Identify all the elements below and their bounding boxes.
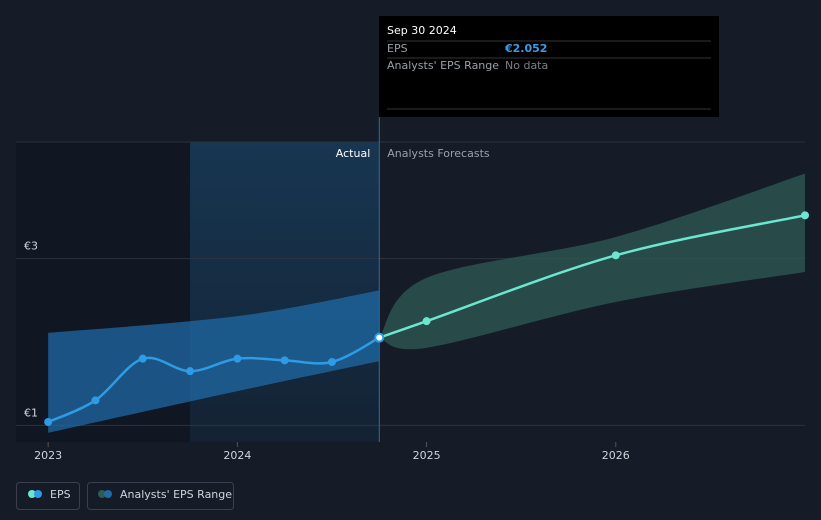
x-tick-label: 2026 xyxy=(602,449,630,462)
tooltip-value: €2.052 xyxy=(504,42,547,55)
legend-item[interactable] xyxy=(87,482,234,510)
y-tick-label: €3 xyxy=(24,240,38,253)
range-band xyxy=(48,290,380,433)
eps-point xyxy=(374,332,385,343)
annotation: Analysts Forecasts xyxy=(387,147,490,160)
legend-label: EPS xyxy=(50,488,71,501)
y-tick-label: €1 xyxy=(24,406,38,419)
tooltip-label: Analysts' EPS Range xyxy=(387,59,499,72)
eps-point xyxy=(280,356,289,365)
legend-item[interactable] xyxy=(16,482,80,510)
forecast-point xyxy=(611,251,620,260)
legend-icon xyxy=(28,490,36,498)
forecast-point xyxy=(422,317,431,326)
eps-point xyxy=(91,396,100,405)
legend-icon xyxy=(34,490,42,498)
eps-point xyxy=(186,367,195,376)
x-tick-label: 2024 xyxy=(223,449,251,462)
eps-line xyxy=(47,336,380,424)
legend-icon xyxy=(98,490,106,498)
forecast-line xyxy=(378,214,806,339)
eps-point xyxy=(44,418,53,426)
eps-point xyxy=(233,354,242,363)
tooltip-label: EPS xyxy=(387,42,408,55)
tooltip-box xyxy=(379,16,719,117)
legend-icon xyxy=(104,490,112,498)
tooltip: Sep 30 2024 EPS €2.052 Analysts' EPS Ran… xyxy=(379,16,719,117)
x-tick-label: 2023 xyxy=(34,449,62,462)
tooltip-date: Sep 30 2024 xyxy=(387,24,457,37)
eps-point xyxy=(327,358,336,366)
legend-label: Analysts' EPS Range xyxy=(120,488,232,501)
tooltip-value: No data xyxy=(505,59,548,72)
eps-point xyxy=(138,354,147,363)
annotation: Actual xyxy=(336,147,370,160)
forecast-point xyxy=(801,211,809,220)
x-tick-label: 2025 xyxy=(413,449,441,462)
highlight-region xyxy=(190,142,380,442)
legend: EPS Analysts' EPS Range xyxy=(16,482,234,510)
